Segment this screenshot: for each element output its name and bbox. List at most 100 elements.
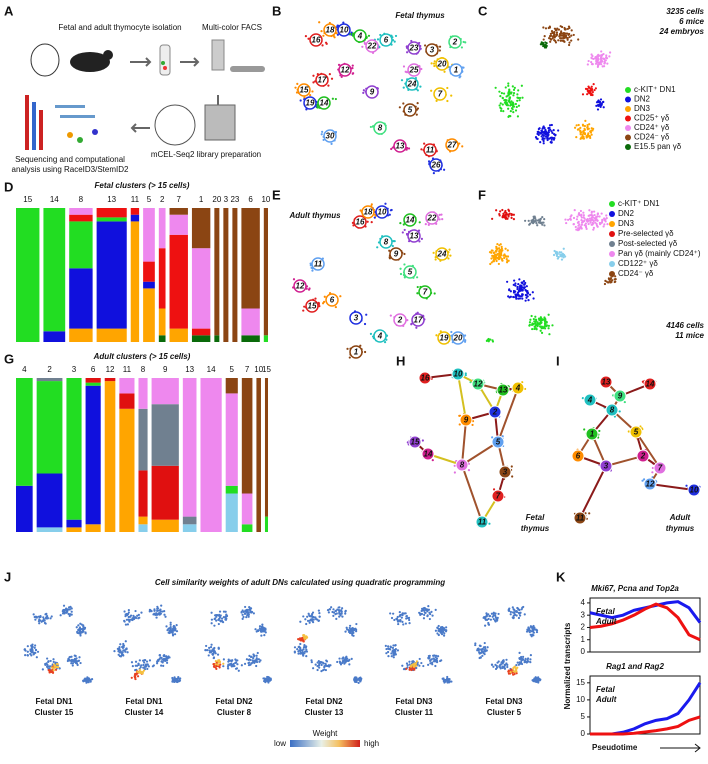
cluster-label: 22 [367, 42, 377, 51]
cell-dot [171, 676, 174, 680]
lineage-edge [461, 419, 467, 466]
cell-dot [551, 324, 554, 327]
cell-dot [579, 226, 583, 229]
cluster-label: 6 [384, 36, 389, 45]
bar-segment [225, 393, 238, 486]
cell-dot [208, 646, 211, 649]
cell-dot [299, 642, 302, 646]
cell-dot [487, 613, 490, 616]
cell-dot [426, 615, 429, 618]
cell-dot [50, 615, 53, 618]
cell-dot [383, 341, 387, 344]
cell-dot [397, 622, 400, 626]
cell-dot [252, 656, 255, 660]
cluster-badge [353, 29, 367, 43]
cell-dot [56, 666, 59, 669]
cell-dot [137, 662, 140, 665]
cell-dot [534, 320, 538, 323]
cell-dot [236, 663, 239, 666]
cluster-badge [361, 205, 375, 219]
cell-dot [507, 670, 510, 673]
cell-dot [590, 85, 593, 88]
cell-dot [443, 168, 446, 171]
cell-dot [241, 613, 244, 616]
cell-dot [79, 634, 82, 637]
cell-dot [301, 653, 305, 656]
bar-segment [66, 519, 82, 528]
cell-dot [575, 124, 578, 127]
cell-dot [521, 96, 524, 99]
cell-dot [487, 621, 490, 625]
map-label: Cluster 14 [125, 708, 164, 717]
cell-dot [136, 614, 139, 617]
cluster-label: 26 [431, 161, 441, 170]
cluster-badge [338, 63, 352, 77]
cluster-badge [423, 143, 437, 157]
cluster-label: 7 [438, 90, 443, 99]
cell-dot [497, 247, 501, 250]
cell-dot [23, 648, 26, 651]
cell-dot [418, 240, 421, 243]
cell-dot [586, 123, 589, 127]
cell-dot [438, 49, 441, 52]
cell-dot [450, 680, 453, 683]
cell-dot [265, 677, 268, 680]
cell-dot [165, 661, 169, 664]
colorbar-title: Weight [313, 729, 339, 738]
bar-segment [232, 208, 238, 342]
cell-dot [600, 212, 603, 215]
cell-dot [421, 439, 424, 442]
legend-swatch [625, 134, 631, 141]
cell-dot [603, 57, 606, 61]
cell-dot [602, 100, 605, 104]
cluster-label: 2 [397, 316, 403, 325]
cell-dot [486, 646, 489, 649]
cluster-label: 11 [426, 146, 435, 155]
cell-dot [430, 62, 433, 65]
cell-dot [385, 647, 388, 651]
cell-dot [369, 125, 372, 129]
cell-dot [408, 618, 411, 622]
cell-dot [516, 286, 519, 289]
cell-dot [499, 253, 503, 256]
cell-dot [61, 612, 65, 615]
cell-dot [295, 91, 299, 94]
bar-segment [143, 208, 155, 262]
cell-dot [222, 662, 225, 665]
cell-dot [402, 65, 406, 68]
cell-dot [159, 610, 162, 613]
cell-dot [164, 655, 168, 658]
cell-dot [42, 616, 45, 619]
cell-dot [493, 256, 497, 259]
bar-segment [130, 208, 140, 215]
cell-dot [131, 665, 134, 668]
cell-dot [520, 84, 523, 87]
cell-dot [136, 672, 139, 675]
cell-count-note: 11 mice [675, 331, 704, 340]
cell-dot [524, 219, 527, 222]
cell-dot [512, 283, 515, 286]
cell-dot [435, 334, 438, 337]
cell-dot [395, 617, 399, 620]
lineage-node [629, 425, 643, 439]
cell-dot [555, 254, 559, 258]
cluster-label: 18 [326, 26, 335, 35]
cell-dot [432, 172, 435, 175]
cell-dot [433, 292, 436, 295]
y-tick-label: 1 [581, 635, 586, 644]
cell-dot [533, 325, 536, 328]
cell-dot [175, 630, 179, 633]
cell-dot [402, 86, 405, 89]
cell-dot [390, 616, 394, 620]
cell-dot [340, 609, 343, 612]
cell-dot [348, 663, 351, 666]
cell-dot [596, 213, 599, 216]
cell-dot [263, 633, 266, 637]
cell-dot [515, 297, 518, 300]
pseudotime-arrow [660, 743, 701, 753]
cell-dot [402, 102, 405, 105]
cell-dot [439, 631, 442, 634]
cell-dot [134, 609, 137, 613]
bar-segment [191, 335, 211, 342]
cluster-badge [309, 33, 323, 47]
